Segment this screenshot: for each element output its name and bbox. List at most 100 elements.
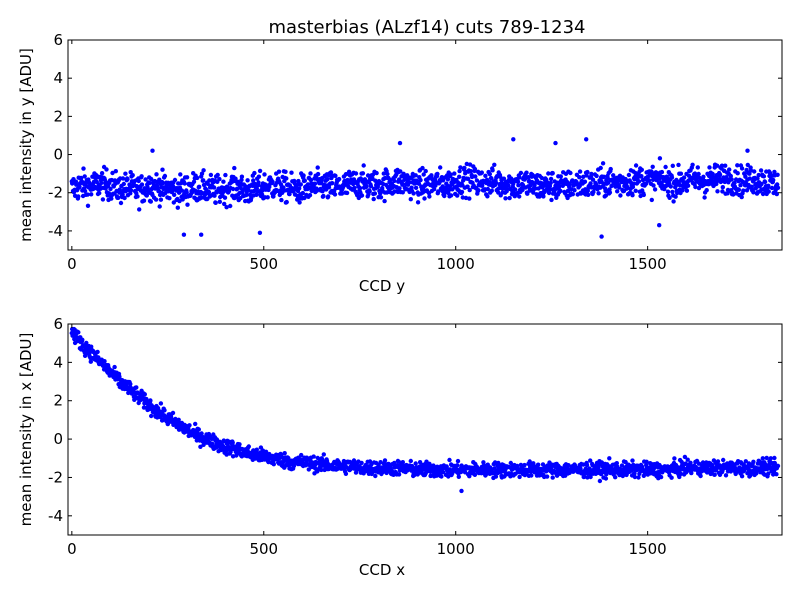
data-point	[157, 204, 162, 209]
y-tick-label: 2	[53, 392, 63, 410]
data-point	[305, 182, 311, 187]
data-point	[381, 171, 386, 176]
data-point	[761, 174, 767, 179]
data-point	[97, 190, 102, 196]
data-point	[550, 171, 555, 176]
data-point	[417, 460, 423, 465]
data-point	[583, 466, 588, 471]
data-point	[85, 192, 90, 197]
data-point	[411, 191, 416, 196]
data-point	[175, 205, 180, 210]
data-point	[455, 463, 460, 468]
data-point	[123, 171, 128, 176]
data-point	[723, 473, 729, 478]
data-point	[522, 462, 527, 468]
data-point	[82, 188, 88, 194]
data-point	[270, 179, 275, 185]
data-point	[221, 179, 226, 184]
data-point	[196, 427, 201, 432]
data-point	[766, 471, 771, 476]
data-point	[712, 472, 717, 477]
data-point	[217, 199, 222, 204]
x-tick-label: 0	[67, 540, 77, 558]
data-point	[448, 193, 454, 198]
data-point	[517, 175, 522, 180]
data-point	[570, 192, 575, 197]
data-point	[633, 163, 639, 168]
data-point	[467, 162, 473, 167]
data-point	[438, 165, 443, 170]
data-point	[178, 172, 183, 177]
data-point	[158, 401, 164, 406]
data-point	[308, 177, 314, 183]
data-point	[516, 183, 521, 188]
data-point	[515, 179, 521, 184]
data-point	[568, 170, 573, 176]
x-tick-label: 1500	[629, 540, 667, 558]
data-point	[468, 169, 474, 174]
data-point	[230, 440, 235, 445]
data-point	[184, 175, 190, 180]
data-point	[677, 183, 683, 188]
data-point	[490, 168, 495, 173]
data-point	[721, 457, 726, 463]
data-point	[588, 181, 593, 186]
data-point	[632, 474, 638, 480]
data-point	[611, 173, 616, 178]
data-point	[148, 199, 153, 204]
data-point	[172, 177, 178, 183]
data-point	[762, 179, 768, 185]
data-point	[473, 174, 478, 179]
data-point	[774, 472, 779, 477]
data-point	[524, 170, 529, 175]
data-point	[422, 196, 427, 201]
data-point	[171, 200, 176, 205]
data-point	[321, 193, 326, 199]
data-point	[400, 460, 405, 465]
data-point	[632, 471, 637, 476]
y-tick-label: -2	[48, 468, 63, 486]
data-point	[416, 181, 422, 186]
data-point	[447, 457, 452, 463]
x-tick-label: 500	[249, 540, 278, 558]
data-point	[690, 162, 695, 167]
data-point	[408, 458, 413, 464]
data-point	[104, 167, 109, 172]
data-point	[462, 165, 467, 171]
data-point	[558, 174, 563, 179]
data-point	[681, 175, 687, 180]
data-point	[413, 185, 419, 190]
data-point	[617, 185, 622, 190]
data-point	[747, 176, 752, 181]
data-point	[181, 232, 187, 237]
data-point	[259, 192, 265, 197]
data-point	[421, 172, 426, 177]
y-tick-label: 6	[53, 31, 63, 49]
data-point	[572, 188, 577, 193]
data-point	[431, 463, 436, 468]
data-point	[336, 176, 342, 182]
data-point	[300, 190, 305, 196]
data-point	[489, 188, 494, 193]
data-point	[657, 223, 662, 228]
data-point	[766, 183, 771, 188]
data-point	[493, 180, 499, 185]
data-point	[407, 180, 412, 185]
data-point	[710, 171, 715, 177]
data-point	[748, 473, 753, 478]
data-point	[631, 181, 636, 186]
data-point	[651, 183, 656, 188]
data-point	[113, 169, 119, 174]
data-point	[673, 194, 678, 199]
data-point	[456, 474, 461, 479]
data-point	[676, 162, 681, 168]
data-point	[511, 137, 516, 142]
data-point	[139, 182, 145, 187]
data-point	[467, 187, 472, 193]
data-point	[749, 184, 754, 189]
y-tick-label: -2	[48, 184, 63, 202]
data-point	[143, 177, 148, 182]
data-point	[158, 197, 164, 202]
data-point	[325, 177, 330, 182]
data-point	[211, 185, 217, 190]
